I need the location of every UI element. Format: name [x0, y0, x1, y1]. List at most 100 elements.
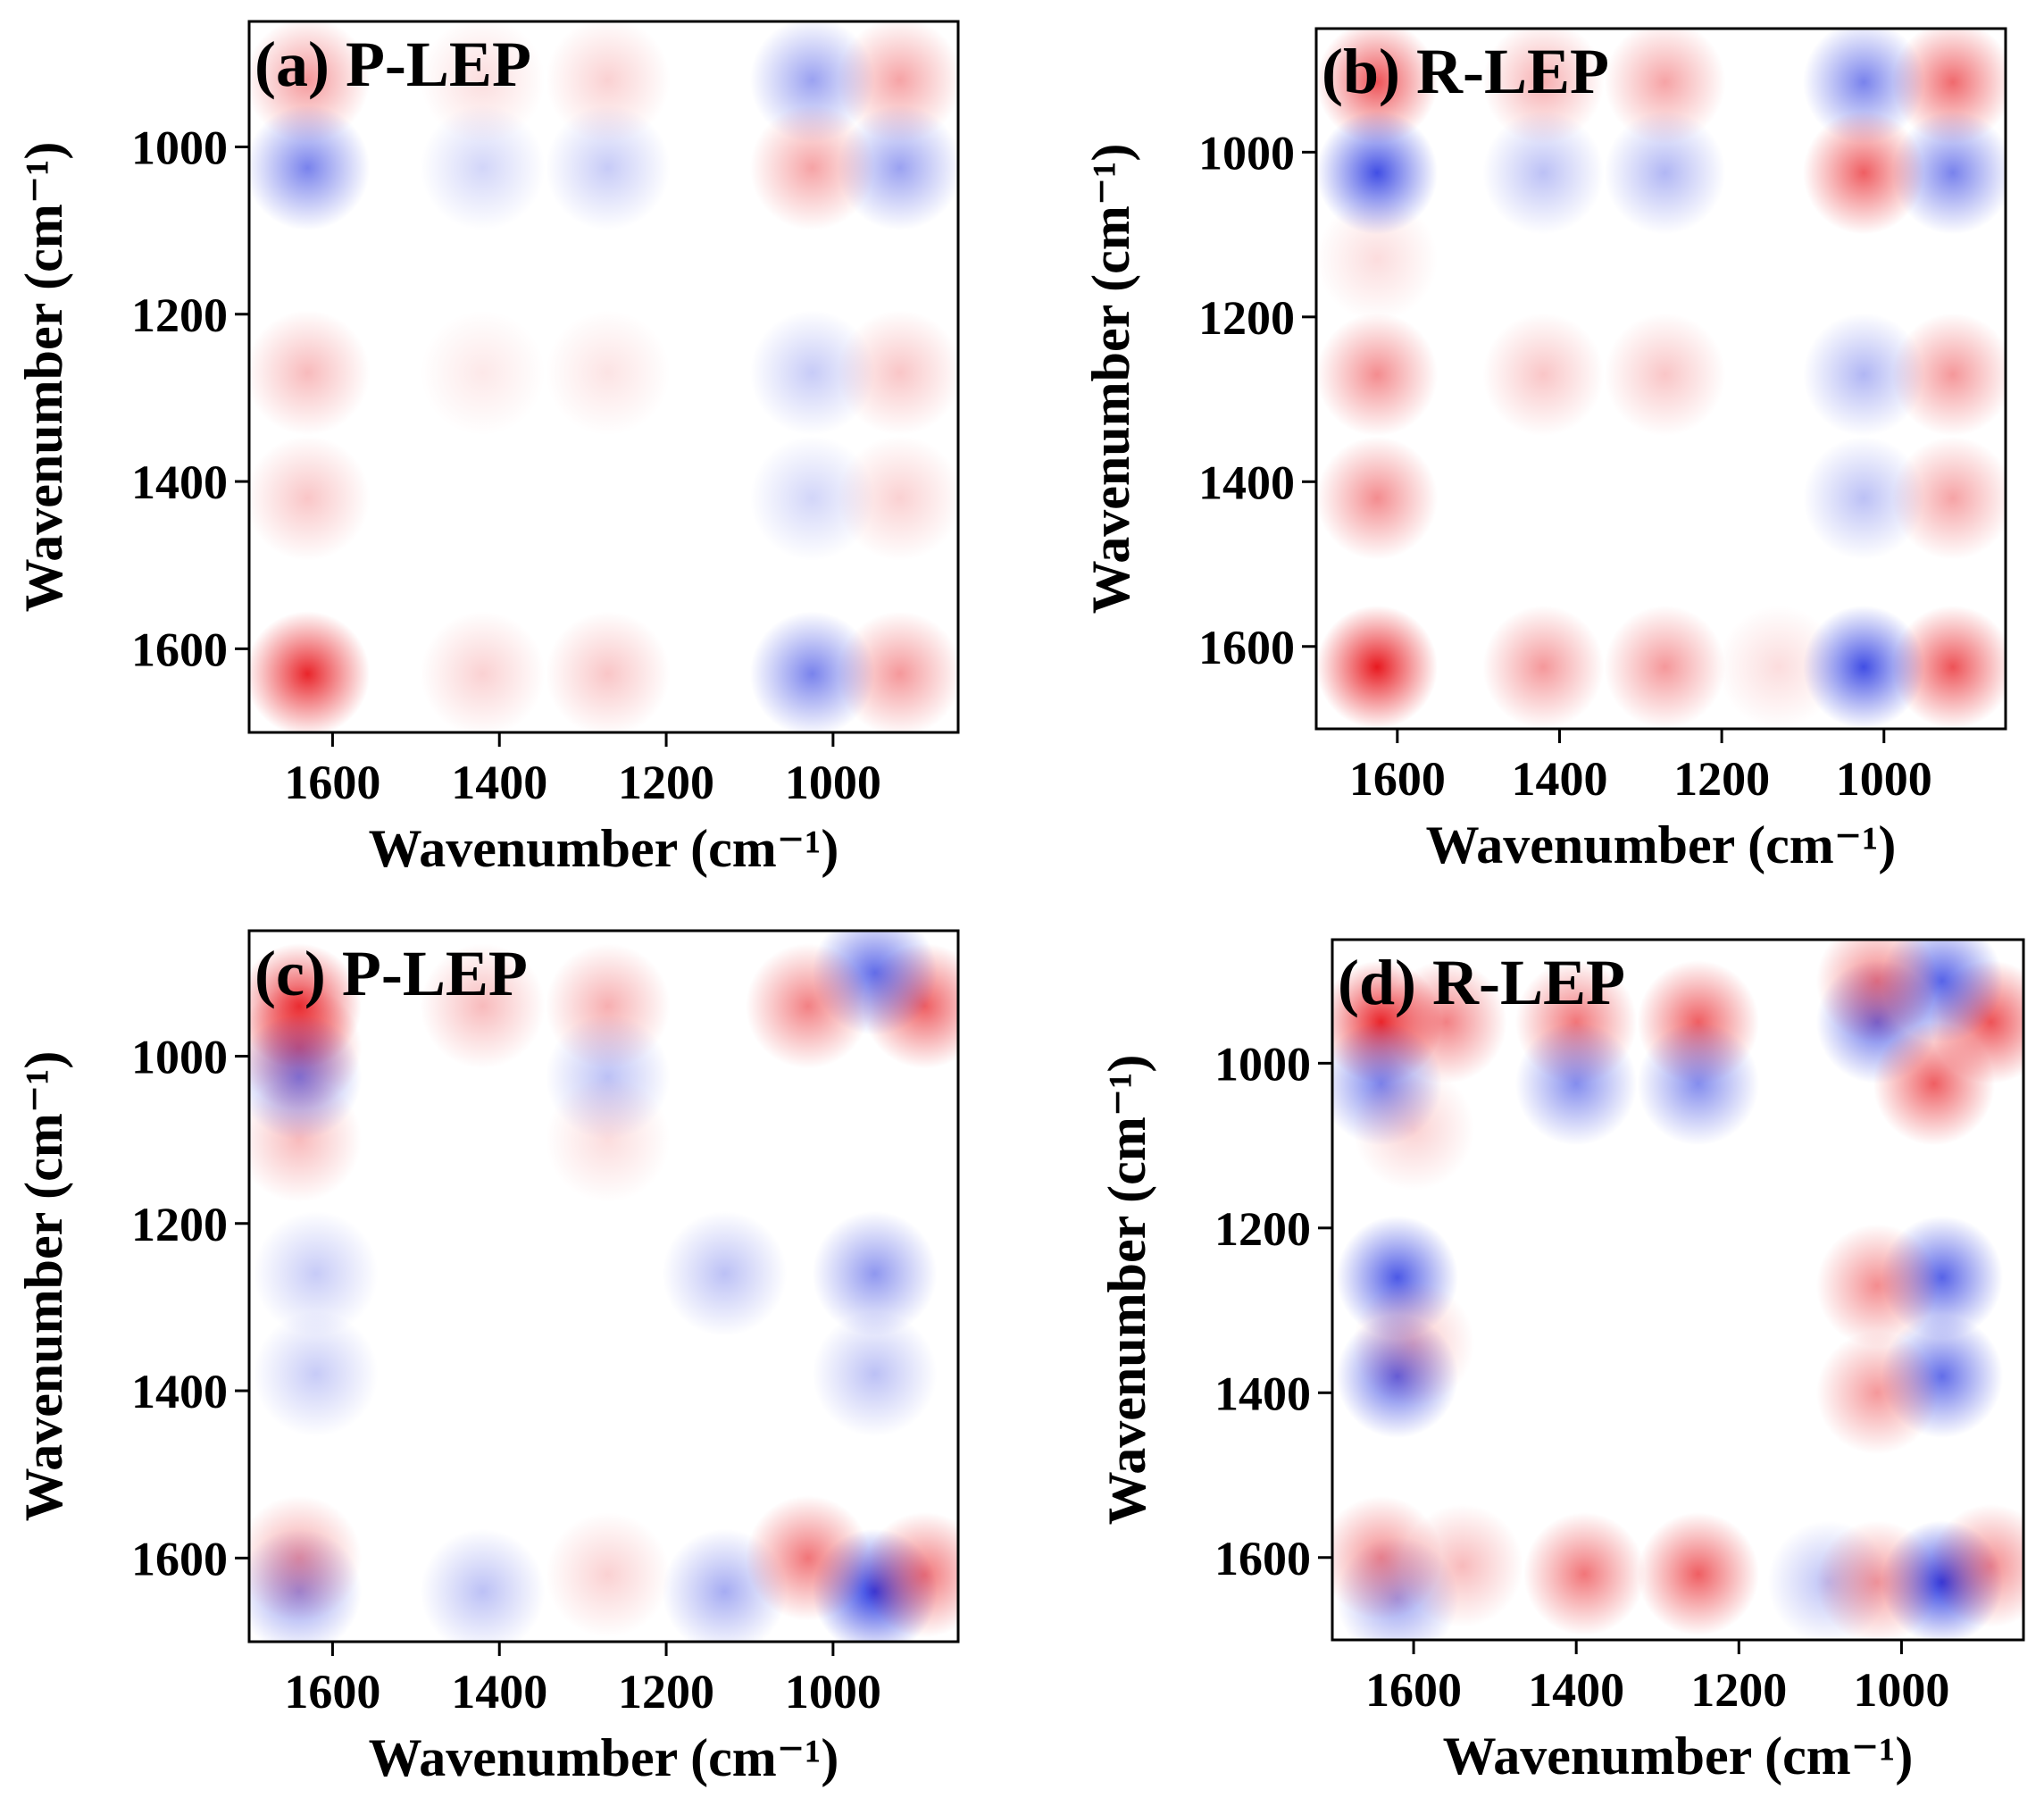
- positive-peak: [1892, 313, 2006, 437]
- y-axis-label: Wavenumber (cm⁻¹): [1097, 1055, 1156, 1526]
- x-axis-label: Wavenumber (cm⁻¹): [369, 1728, 839, 1787]
- positive-peak: [1482, 605, 1605, 729]
- x-tick-label: 1600: [284, 1665, 380, 1719]
- positive-peak: [1316, 197, 1439, 322]
- positive-peak: [420, 611, 546, 732]
- negative-peak: [749, 310, 875, 436]
- negative-peak: [749, 611, 875, 732]
- positive-peak: [420, 21, 546, 143]
- positive-peak: [1816, 940, 1939, 1043]
- positive-peak: [1892, 436, 2006, 560]
- positive-peak: [837, 310, 958, 436]
- negative-peak: [1515, 1022, 1638, 1146]
- plot-frame: [247, 929, 960, 1643]
- heatmap-area: [249, 931, 958, 1642]
- negative-peak: [1892, 111, 2006, 235]
- x-axis-label: Wavenumber (cm⁻¹): [369, 819, 839, 878]
- plot-frame: [1314, 27, 2007, 731]
- negative-peak: [837, 105, 958, 230]
- panel-3: 1600 1400 1200 1000 1000 1200 1400 1600 Wavenumb…: [1097, 938, 2025, 1785]
- x-tick-label: 1400: [451, 756, 547, 809]
- positive-peak: [1316, 436, 1439, 560]
- panel-title: (a) P-LEP: [254, 29, 531, 100]
- x-tick-label: 1400: [1511, 752, 1607, 806]
- y-tick-label: 1000: [131, 121, 228, 174]
- x-tick-label: 1400: [1528, 1663, 1624, 1717]
- positive-peak: [420, 943, 546, 1069]
- x-tick-label: 1000: [1853, 1663, 1949, 1717]
- heatmap-area: [1332, 940, 2023, 1640]
- negative-peak: [1604, 111, 1726, 235]
- y-tick-label: 1600: [1198, 621, 1295, 674]
- positive-peak: [745, 1495, 871, 1621]
- x-tick-label: 1000: [1836, 752, 1932, 806]
- panel-title: (d) R-LEP: [1338, 947, 1625, 1018]
- x-tick-label: 1200: [618, 1665, 714, 1719]
- negative-peak: [812, 1311, 938, 1437]
- positive-peak: [1604, 29, 1726, 144]
- negative-peak: [253, 1210, 379, 1337]
- positive-peak: [1892, 29, 2006, 144]
- positive-peak: [545, 310, 671, 436]
- positive-peak: [1717, 605, 1840, 729]
- positive-peak: [749, 105, 875, 230]
- negative-peak: [1482, 111, 1605, 235]
- positive-peak: [545, 1512, 671, 1638]
- positive-peak: [1316, 605, 1439, 729]
- positive-peak: [1482, 313, 1605, 437]
- negative-peak: [253, 1311, 379, 1437]
- positive-peak: [1352, 1067, 1475, 1192]
- negative-peak: [420, 1528, 546, 1642]
- negative-peak: [1803, 313, 1924, 437]
- negative-peak: [249, 1014, 362, 1140]
- x-tick-label: 1200: [1673, 752, 1770, 806]
- positive-peak: [1401, 1503, 1523, 1627]
- negative-peak: [420, 105, 546, 230]
- y-tick-label: 1400: [1198, 456, 1295, 509]
- panel-title: (c) P-LEP: [254, 938, 528, 1009]
- positive-peak: [1523, 1512, 1646, 1636]
- panel-title: (b) R-LEP: [1322, 36, 1609, 107]
- y-tick-label: 1200: [1198, 291, 1295, 345]
- negative-peak: [1803, 605, 1924, 729]
- positive-peak: [545, 611, 671, 732]
- y-tick-label: 1000: [1214, 1037, 1311, 1091]
- positive-peak: [1930, 1504, 2023, 1627]
- negative-peak: [1803, 436, 1924, 560]
- negative-peak: [1803, 29, 1924, 144]
- positive-peak: [1892, 605, 2006, 729]
- panel-0: 1600 1400 1200 1000 1000 1200 1400 1600 Wavenumb…: [14, 20, 960, 878]
- positive-peak: [249, 611, 371, 732]
- positive-peak: [545, 1077, 671, 1203]
- y-tick-label: 1000: [131, 1030, 228, 1083]
- x-tick-label: 1000: [785, 1665, 881, 1719]
- plot-frame: [1331, 938, 2025, 1642]
- positive-peak: [1352, 1281, 1475, 1405]
- positive-peak: [1637, 1512, 1759, 1636]
- y-tick-label: 1200: [131, 1198, 228, 1251]
- x-tick-label: 1200: [618, 756, 714, 809]
- positive-peak: [1482, 29, 1605, 144]
- y-tick-label: 1600: [131, 1532, 228, 1585]
- positive-peak: [249, 1495, 362, 1621]
- positive-peak: [1815, 1224, 1939, 1348]
- positive-peak: [862, 1512, 958, 1638]
- positive-peak: [837, 435, 958, 561]
- panel-2: 1600 1400 1200 1000 1000 1200 1400 1600 Wavenumb…: [14, 929, 960, 1787]
- y-axis-label: Wavenumber (cm⁻¹): [1081, 144, 1140, 615]
- panel-1: 1600 1400 1200 1000 1000 1200 1400 1600 Wavenumb…: [1081, 27, 2007, 874]
- positive-peak: [1816, 1520, 1939, 1640]
- y-tick-label: 1400: [1214, 1367, 1311, 1420]
- positive-peak: [1604, 605, 1726, 729]
- x-tick-label: 1000: [785, 756, 881, 809]
- negative-peak: [662, 1210, 788, 1337]
- negative-peak: [749, 21, 875, 143]
- x-axis-label: Wavenumber (cm⁻¹): [1443, 1727, 1914, 1785]
- y-axis-label: Wavenumber (cm⁻¹): [14, 1051, 73, 1522]
- negative-peak: [1316, 111, 1439, 235]
- positive-peak: [1316, 29, 1439, 144]
- y-tick-label: 1600: [1214, 1532, 1311, 1585]
- positive-peak: [1316, 313, 1439, 437]
- positive-peak: [420, 310, 546, 436]
